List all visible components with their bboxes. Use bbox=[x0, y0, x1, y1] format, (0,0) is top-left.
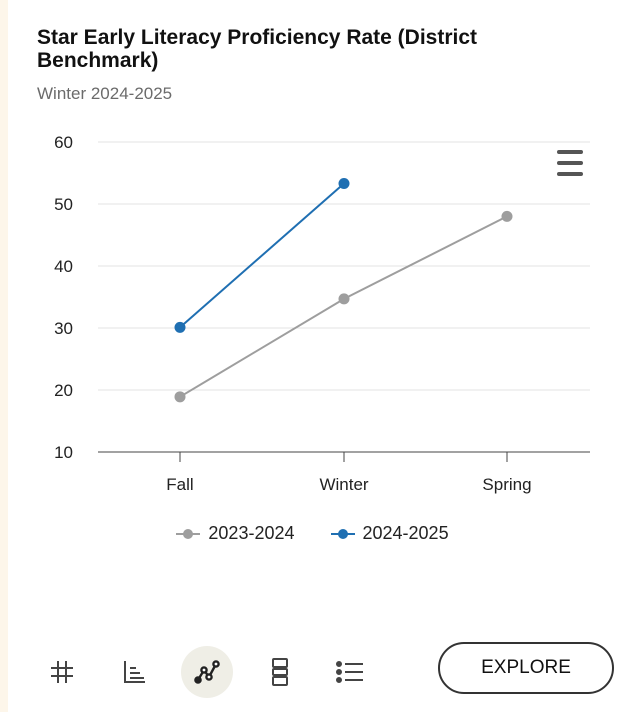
x-tick-label: Fall bbox=[166, 475, 193, 494]
bar-chart-icon[interactable] bbox=[108, 646, 160, 698]
y-tick-label: 60 bbox=[54, 133, 73, 152]
card-layout-icon[interactable] bbox=[254, 646, 306, 698]
line-chart: 10 20 30 40 50 60 Fall Winter Spring bbox=[54, 133, 590, 494]
list-icon[interactable] bbox=[324, 646, 376, 698]
hamburger-menu-icon[interactable] bbox=[553, 150, 587, 176]
hash-icon[interactable] bbox=[36, 646, 88, 698]
legend-item-2023-2024[interactable]: 2023-2024 bbox=[176, 523, 295, 544]
y-tick-label: 20 bbox=[54, 381, 73, 400]
x-tick-label: Winter bbox=[319, 475, 368, 494]
data-point-2024-2025 bbox=[174, 321, 186, 333]
left-edge-strip bbox=[0, 0, 8, 712]
bottom-toolbar: EXPLORE bbox=[0, 640, 625, 700]
y-tick-label: 50 bbox=[54, 195, 73, 214]
series-line-2023-2024 bbox=[179, 215, 508, 398]
line-chart-icon[interactable] bbox=[181, 646, 233, 698]
x-tick-label: Spring bbox=[482, 475, 531, 494]
chart-title: Star Early Literacy Proficiency Rate (Di… bbox=[37, 26, 478, 72]
data-point-2023-2024 bbox=[338, 293, 350, 305]
chart-subtitle: Winter 2024-2025 bbox=[37, 84, 173, 103]
chart-legend: 2023-2024 2024-2025 bbox=[0, 523, 625, 544]
y-tick-label: 10 bbox=[54, 443, 73, 462]
data-point-2024-2025 bbox=[338, 178, 350, 190]
data-point-2023-2024 bbox=[501, 210, 513, 222]
y-tick-label: 30 bbox=[54, 319, 73, 338]
legend-marker-2024-2025 bbox=[330, 528, 355, 540]
y-tick-label: 40 bbox=[54, 257, 73, 276]
series-line-2024-2025 bbox=[179, 182, 345, 329]
legend-label-2023-2024: 2023-2024 bbox=[208, 523, 295, 543]
legend-item-2024-2025[interactable]: 2024-2025 bbox=[330, 523, 449, 544]
legend-marker-2023-2024 bbox=[176, 528, 201, 540]
legend-label-2024-2025: 2024-2025 bbox=[362, 523, 449, 543]
data-point-2023-2024 bbox=[174, 391, 186, 403]
explore-button[interactable]: EXPLORE bbox=[438, 642, 614, 694]
